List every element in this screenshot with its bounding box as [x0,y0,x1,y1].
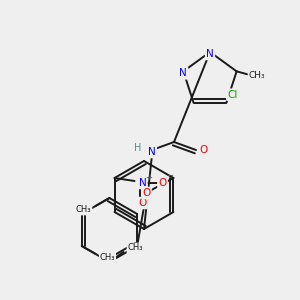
Text: O: O [200,145,208,155]
Text: +: + [145,172,152,182]
Text: N: N [148,147,156,157]
Text: Cl: Cl [227,90,238,100]
Text: O: O [158,178,167,188]
Text: H: H [134,143,142,153]
Text: CH₃: CH₃ [76,206,92,214]
Text: O: O [138,198,147,208]
Text: O: O [142,188,151,198]
Text: CH₃: CH₃ [128,244,143,253]
Text: N: N [179,68,187,78]
Text: CH₃: CH₃ [100,254,115,262]
Text: N: N [206,49,214,59]
Text: −: − [166,171,174,181]
Text: CH₃: CH₃ [249,71,265,80]
Text: N: N [139,178,146,188]
